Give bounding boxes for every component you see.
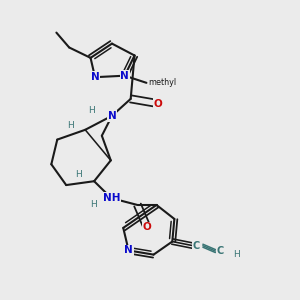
Text: methyl: methyl bbox=[148, 78, 176, 87]
Text: C: C bbox=[217, 246, 224, 256]
Text: H: H bbox=[68, 121, 74, 130]
Text: NH: NH bbox=[103, 193, 120, 203]
Text: C: C bbox=[192, 241, 200, 251]
Text: N: N bbox=[108, 111, 116, 121]
Text: N: N bbox=[120, 71, 129, 81]
Text: O: O bbox=[154, 99, 163, 109]
Text: H: H bbox=[233, 250, 240, 259]
Text: O: O bbox=[143, 222, 152, 232]
Text: N: N bbox=[124, 245, 133, 256]
Text: N: N bbox=[91, 72, 99, 82]
Text: H: H bbox=[90, 200, 97, 209]
Text: H: H bbox=[75, 170, 81, 179]
Text: H: H bbox=[88, 106, 94, 115]
